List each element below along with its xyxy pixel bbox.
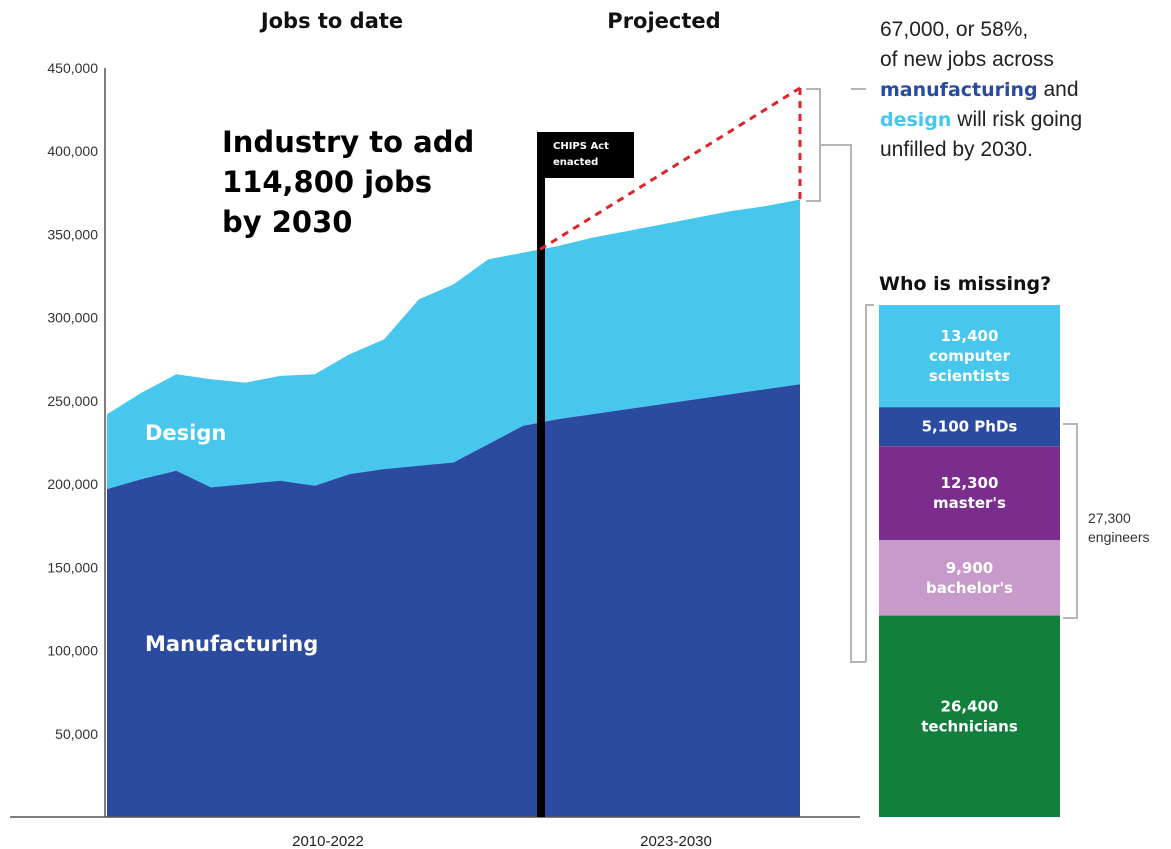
- who-bracket: [865, 304, 874, 662]
- missing-segment-label: 5,100 PhDs: [922, 418, 1018, 436]
- area-design: [107, 199, 800, 490]
- engineers-count: 27,300: [1088, 510, 1131, 526]
- header-projected: Projected: [607, 9, 720, 33]
- missing-segment-label: computer: [929, 347, 1011, 365]
- chips-act-line: [537, 132, 545, 817]
- gap-bracket: [806, 88, 866, 663]
- missing-segment: [879, 407, 1060, 447]
- projected-gap-lines: [539, 86, 802, 251]
- note-line-3: manufacturing and: [880, 78, 1079, 101]
- header-jobs-to-date: Jobs to date: [259, 9, 403, 33]
- note-line-5: unfilled by 2030.: [880, 138, 1033, 161]
- y-tick-label: 200,000: [47, 476, 98, 492]
- y-tick-label: 100,000: [47, 643, 98, 659]
- headline-line-1: Industry to add: [222, 125, 474, 159]
- missing-segment-label: scientists: [929, 367, 1010, 385]
- missing-segment-label: 9,900: [946, 559, 993, 577]
- y-axis-ticks: 50,000 100,000 150,000 200,000 250,000 300,00…: [47, 60, 98, 742]
- engineers-label: engineers: [1088, 529, 1150, 545]
- y-tick-label: 350,000: [47, 226, 98, 242]
- y-tick-label: 300,000: [47, 310, 98, 326]
- chips-act-flag: [545, 132, 634, 178]
- note-design-word: design: [880, 109, 951, 131]
- who-is-missing-title: Who is missing?: [879, 273, 1051, 295]
- note-line-1: 67,000, or 58%,: [880, 18, 1028, 41]
- missing-stack: 13,400 computer scientists 5,100 PhDs 12,300…: [879, 305, 1060, 817]
- note-line-2: of new jobs across: [880, 48, 1054, 71]
- missing-segment: [879, 615, 1060, 817]
- chips-act-label-2: enacted: [553, 157, 598, 168]
- y-tick-label: 450,000: [47, 60, 98, 76]
- note-manufacturing-word: manufacturing: [880, 79, 1038, 101]
- y-tick-label: 250,000: [47, 393, 98, 409]
- missing-segment-label: 13,400: [941, 327, 999, 345]
- missing-segment-label: master's: [933, 494, 1006, 512]
- missing-segment-label: bachelor's: [926, 579, 1013, 597]
- period-label-projected: 2023-2030: [640, 833, 712, 849]
- note-line-4: design will risk going: [880, 108, 1082, 131]
- area-layers: [107, 199, 800, 817]
- series-label-design: Design: [145, 421, 226, 445]
- missing-segment: [879, 540, 1060, 616]
- y-tick-label: 150,000: [47, 559, 98, 575]
- missing-segment: [879, 446, 1060, 541]
- headline-line-2: 114,800 jobs: [222, 165, 432, 199]
- note-line-4-rest: will risk going: [951, 108, 1082, 131]
- engineers-bracket: [1063, 423, 1078, 619]
- y-tick-label: 50,000: [55, 726, 98, 742]
- period-label-to-date: 2010-2022: [292, 833, 364, 849]
- missing-segment-label: technicians: [921, 717, 1018, 735]
- series-label-manufacturing: Manufacturing: [145, 632, 318, 656]
- y-tick-label: 400,000: [47, 143, 98, 159]
- area-manufacturing: [107, 384, 800, 817]
- chips-act-label-1: CHIPS Act: [553, 141, 609, 152]
- missing-segment-label: 12,300: [941, 474, 999, 492]
- note-line-3-rest: and: [1038, 78, 1079, 101]
- headline-line-3: by 2030: [222, 205, 352, 239]
- missing-segment: [879, 305, 1060, 408]
- missing-segment-label: 26,400: [941, 697, 999, 715]
